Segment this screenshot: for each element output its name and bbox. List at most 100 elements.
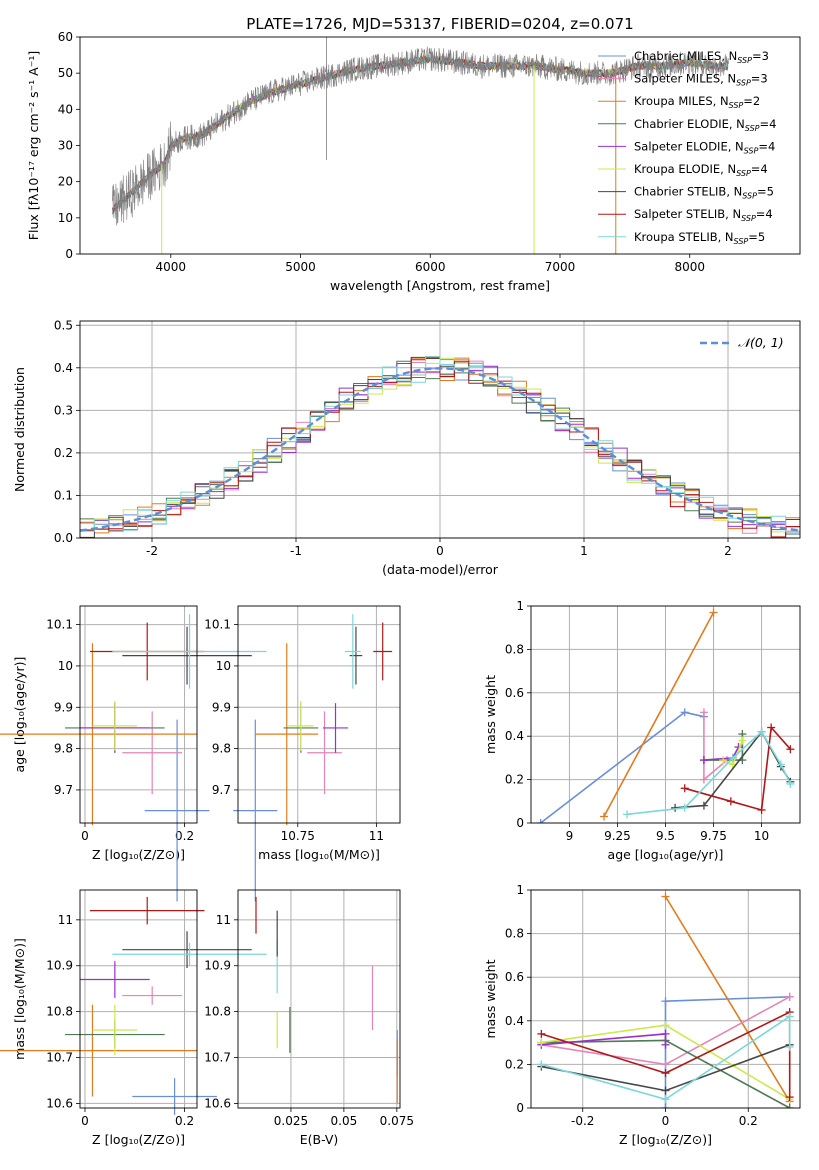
weight-marker	[537, 1029, 546, 1038]
y-tick-label: 0	[516, 1101, 524, 1115]
weight-lines	[536, 608, 795, 823]
y-tick-label: 0.4	[505, 1014, 524, 1028]
y-tick-label: 10	[216, 659, 231, 673]
legend-entry: Chabrier MILES, NSSP=3	[598, 49, 769, 65]
plot-frame	[79, 889, 198, 1109]
y-tick-label: 10.7	[204, 1051, 231, 1065]
y-tick-label: 60	[58, 30, 73, 44]
weight-marker	[661, 1060, 670, 1069]
panel-mass-vs-Z: 0 0.2 10.6 10.7 10.8 10.9 11 Z [log₁₀(Z/Z⊙)] mas…	[0, 889, 267, 1147]
x-tick-label: 5000	[285, 260, 316, 274]
y-tick-label: 10.1	[46, 618, 73, 632]
weight-marker	[661, 1086, 670, 1095]
y-tick-label: 1	[516, 883, 524, 897]
y-tick-label: 0.1	[54, 488, 73, 502]
weight-marker	[661, 1029, 670, 1038]
x-axis-label: age [log₁₀(age/yr)]	[608, 847, 724, 862]
x-tick-label: 8000	[674, 260, 705, 274]
weight-marker	[680, 784, 689, 793]
x-tick-label: 4000	[156, 260, 187, 274]
weight-series-line	[603, 612, 715, 817]
x-tick-label: -1	[290, 544, 302, 558]
weight-marker	[767, 723, 776, 732]
legend-label-sub: SSP	[744, 146, 759, 155]
weight-marker	[719, 756, 728, 765]
errorbar-point	[122, 986, 183, 1005]
errorbar-point	[255, 643, 319, 826]
legend-label: 𝒩(0, 1)	[738, 335, 784, 350]
weight-marker	[623, 810, 632, 819]
y-tick-label: 11	[58, 913, 73, 927]
y-tick-label: 0.2	[505, 773, 524, 787]
legend-entry: Chabrier STELIB, NSSP=5	[598, 185, 774, 201]
y-tick-label: 10.6	[46, 1096, 73, 1110]
errorbar-point	[288, 701, 314, 751]
x-tick-label: 9.25	[604, 829, 631, 843]
spectrum-lines	[112, 37, 729, 254]
errorbar-point	[373, 622, 393, 681]
y-tick-label: 0.3	[54, 403, 73, 417]
weight-marker	[699, 708, 708, 717]
legend-label-main: Chabrier ELODIE, N	[634, 117, 745, 131]
x-tick-label: 0	[81, 1114, 89, 1128]
legend-entry: Salpeter STELIB, NSSP=4	[598, 207, 773, 223]
errorbar-point	[0, 643, 197, 826]
x-tick-label: 1	[580, 544, 588, 558]
x-tick-label: 0.2	[175, 1114, 194, 1128]
legend-label-main: Chabrier STELIB, N	[634, 185, 742, 199]
y-tick-label: 0.2	[54, 446, 73, 460]
y-tick-label: 10.8	[46, 1005, 73, 1019]
y-axis-label: mass [log₁₀(M/M⊙)]	[12, 938, 27, 1060]
legend-label-main: Salpeter MILES, N	[634, 72, 736, 86]
legend-entry: Salpeter ELODIE, NSSP=4	[598, 139, 775, 155]
y-tick-label: 40	[58, 102, 73, 116]
panel-mass-vs-ebv: 0.025 0.05 0.075 10.6 10.7 10.8 10.9 11 E(B-V)	[204, 889, 414, 1147]
errorbar-point	[349, 626, 363, 685]
x-tick-label: 2	[724, 544, 732, 558]
legend-label: Chabrier MILES, NSSP=3	[634, 49, 769, 65]
legend-label: Salpeter STELIB, NSSP=4	[634, 207, 773, 223]
weight-marker	[785, 992, 794, 1001]
y-tick-label: 0.4	[505, 729, 524, 743]
plot-frame	[79, 36, 801, 255]
errorbar-point	[0, 1004, 197, 1097]
y-tick-label: 10	[58, 659, 73, 673]
y-tick-label: 9.7	[212, 783, 231, 797]
y-tick-label: 9.9	[54, 700, 73, 714]
weight-marker	[785, 1012, 794, 1021]
weight-marker	[786, 779, 795, 788]
weight-marker	[785, 1104, 794, 1108]
legend-label-main: Salpeter STELIB, N	[634, 207, 741, 221]
plot-frame	[530, 889, 801, 1109]
y-tick-label: 9.9	[212, 700, 231, 714]
x-tick-label: 7000	[545, 260, 576, 274]
legend-label-main: Kroupa STELIB, N	[634, 230, 734, 244]
legend-entry: Salpeter MILES, NSSP=3	[598, 72, 768, 88]
weight-marker	[738, 736, 747, 745]
plot-frame	[79, 605, 198, 824]
legend-label-main: Kroupa ELODIE, N	[634, 162, 736, 176]
legend-label-tail: =3	[751, 72, 768, 86]
legend-label: Salpeter ELODIE, NSSP=4	[634, 139, 775, 155]
weight-series-line	[627, 730, 792, 816]
panel-weight-vs-age: 9 9.25 9.5 9.75 10 0 0.2 0.4 0.6 0.8 1 age [log₁₀(a…	[483, 599, 801, 862]
y-tick-label: 9.7	[54, 783, 73, 797]
y-tick-label: 10.9	[46, 959, 73, 973]
errorbar-point	[344, 614, 361, 689]
legend-label-tail: =2	[743, 94, 760, 108]
x-tick-label: 0.075	[380, 1114, 414, 1128]
x-tick-label: 0.2	[739, 1114, 758, 1128]
y-tick-label: 0.5	[54, 318, 73, 332]
weight-marker	[661, 1069, 670, 1078]
weight-marker	[680, 708, 689, 717]
x-axis-label: wavelength [Angstrom, rest frame]	[330, 278, 550, 293]
x-axis-label: E(B-V)	[300, 1132, 339, 1147]
y-tick-label: 9.8	[54, 742, 73, 756]
legend-label-main: Salpeter ELODIE, N	[634, 139, 744, 153]
y-tick-label: 0.4	[54, 361, 73, 375]
y-tick-label: 0.8	[505, 927, 524, 941]
x-tick-label: 9	[566, 829, 574, 843]
legend-label-sub: SSP	[742, 192, 757, 201]
weight-marker	[661, 892, 670, 901]
panel-residuals: -2 -1 0 1 2 0.0 0.1 0.2 0.3 0.4 0.5 (data-model)/er…	[12, 318, 801, 577]
